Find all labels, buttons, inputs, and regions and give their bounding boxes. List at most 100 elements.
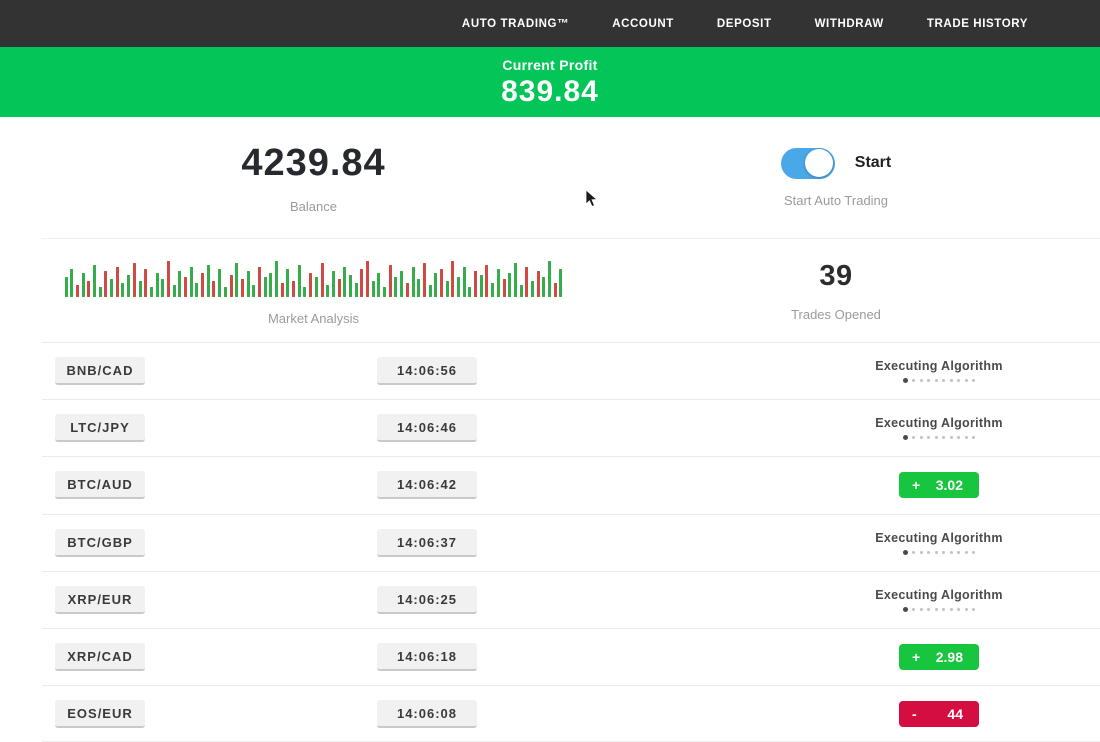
- result-amount: 44: [947, 705, 963, 722]
- market-bar: [394, 277, 398, 297]
- progress-dot: [942, 436, 946, 440]
- result-col: Executing Algorithm: [824, 531, 1054, 555]
- pair-badge: BNB/CAD: [55, 357, 145, 386]
- market-bar: [360, 269, 364, 297]
- market-bar: [286, 269, 290, 297]
- pair-badge: XRP/CAD: [55, 643, 145, 672]
- pair-badge: BTC/AUD: [55, 471, 145, 500]
- auto-trading-toggle[interactable]: [780, 147, 835, 179]
- market-bar: [417, 279, 421, 297]
- current-profit-banner: Current Profit 839.84: [0, 47, 1100, 117]
- progress-dot: [934, 379, 938, 383]
- market-bar: [383, 287, 387, 297]
- result-amount: 2.98: [935, 649, 963, 666]
- time-badge: 14:06:37: [377, 528, 477, 557]
- trade-row: LTC/JPY 14:06:46 Executing Algorithm: [42, 399, 1100, 456]
- nav-item-account[interactable]: ACCOUNT: [612, 17, 674, 30]
- market-bar: [98, 287, 102, 297]
- market-bar: [121, 283, 125, 297]
- market-bar: [354, 283, 358, 297]
- market-bar: [297, 265, 301, 297]
- trades-list: BNB/CAD 14:06:56 Executing Algorithm LTC/JP…: [42, 342, 1100, 742]
- nav-item-trade-history[interactable]: TRADE HISTORY: [926, 17, 1028, 30]
- progress-dot: [912, 436, 916, 440]
- trade-row: XRP/EUR 14:06:25 Executing Algorithm: [42, 570, 1100, 628]
- market-bar: [530, 281, 534, 297]
- market-bar: [331, 271, 335, 297]
- market-bar: [263, 277, 267, 297]
- market-bar: [223, 287, 227, 297]
- market-analysis-chart: [64, 259, 563, 297]
- market-bar: [428, 285, 432, 297]
- progress-dot: [964, 607, 968, 611]
- progress-dot: [927, 436, 931, 440]
- market-bar: [303, 287, 307, 297]
- time-badge: 14:06:42: [377, 471, 477, 500]
- market-bar: [439, 269, 443, 297]
- market-bar: [542, 277, 546, 297]
- progress-dot: [902, 378, 908, 384]
- progress-dot: [964, 436, 968, 440]
- toggle-start-label: Start: [854, 154, 892, 171]
- progress-dot: [949, 550, 953, 554]
- market-bar: [474, 271, 478, 297]
- market-analysis-label: Market Analysis: [267, 311, 360, 326]
- progress-dot: [902, 549, 908, 555]
- market-bar: [201, 273, 205, 297]
- trade-row: BNB/CAD 14:06:56 Executing Algorithm: [42, 342, 1100, 399]
- market-bar: [519, 285, 523, 297]
- market-bar: [235, 263, 239, 297]
- market-bar: [496, 269, 500, 297]
- time-badge: 14:06:46: [377, 414, 477, 443]
- stats-row-market: Market Analysis 39 Trades Opened: [0, 239, 1100, 342]
- market-bar: [491, 283, 495, 297]
- market-bar: [161, 279, 165, 297]
- progress-dot: [902, 435, 908, 441]
- pair-badge: XRP/EUR: [55, 585, 145, 614]
- top-navigation: AUTO TRADING™ ACCOUNT DEPOSIT WITHDRAW TRADE…: [0, 0, 1100, 47]
- balance-cell: 4239.84 Balance: [0, 117, 627, 238]
- progress-dot: [949, 607, 953, 611]
- progress-dot: [934, 436, 938, 440]
- progress-dot: [912, 550, 916, 554]
- progress-dot: [927, 379, 931, 383]
- market-bar: [366, 261, 370, 297]
- progress-dots: [902, 435, 976, 441]
- market-bar: [189, 267, 193, 297]
- progress-dot: [919, 379, 923, 383]
- executing-algorithm-label: Executing Algorithm: [875, 416, 1003, 431]
- market-bar: [280, 283, 284, 297]
- nav-item-auto-trading[interactable]: AUTO TRADING™: [461, 17, 570, 30]
- market-bar: [508, 273, 512, 297]
- nav-item-deposit[interactable]: DEPOSIT: [716, 17, 772, 30]
- progress-dot: [934, 607, 938, 611]
- market-bar: [320, 263, 324, 297]
- market-analysis-cell: Market Analysis: [0, 239, 627, 342]
- progress-dot: [957, 379, 961, 383]
- market-bar: [422, 263, 426, 297]
- market-bar: [451, 261, 455, 297]
- trade-row: BTC/AUD 14:06:42 +3.02: [42, 456, 1100, 513]
- balance-label: Balance: [290, 198, 337, 214]
- trade-row: EOS/EUR 14:06:08 - 44: [42, 685, 1100, 742]
- market-bar: [457, 277, 461, 297]
- market-bar: [240, 279, 244, 297]
- progress-dot: [934, 550, 938, 554]
- market-bar: [166, 261, 170, 297]
- progress-dot: [912, 607, 916, 611]
- trade-row: XRP/CAD 14:06:18 +2.98: [42, 627, 1100, 685]
- progress-dot: [949, 436, 953, 440]
- nav-item-withdraw[interactable]: WITHDRAW: [814, 17, 884, 30]
- market-bar: [218, 269, 222, 297]
- market-bar: [178, 271, 182, 297]
- stats-row-balance: 4239.84 Balance Start Start Auto Trading: [0, 117, 1100, 238]
- market-bar: [548, 261, 552, 297]
- market-bar: [269, 273, 273, 297]
- result-col: Executing Algorithm: [824, 359, 1054, 384]
- market-bar: [343, 267, 347, 297]
- market-bar: [388, 265, 392, 297]
- current-profit-label: Current Profit: [502, 57, 598, 73]
- progress-dot: [919, 550, 923, 554]
- progress-dot: [964, 550, 968, 554]
- market-bar: [246, 271, 250, 297]
